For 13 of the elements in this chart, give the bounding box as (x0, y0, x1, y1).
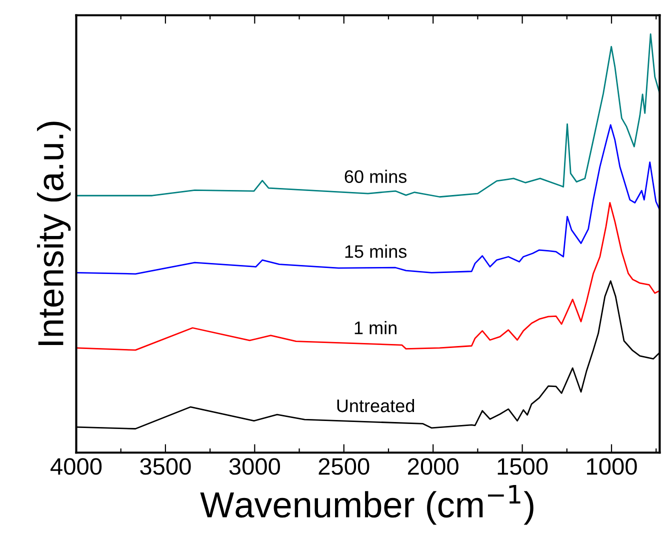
x-tick-label: 1000 (587, 458, 637, 475)
x-tick-label: 4000 (50, 458, 102, 475)
y-axis-title: Intensity (a.u.) (37, 122, 71, 345)
x-tick-label: 3500 (140, 458, 191, 475)
x-tick-label: 2500 (318, 458, 370, 475)
series-label: Untreated (337, 398, 414, 412)
series-label: 15 mins (345, 244, 407, 258)
series-label: 1 min (354, 320, 396, 334)
x-tick-label: 1500 (498, 458, 548, 475)
x-tick-label: 3000 (229, 458, 280, 475)
series-label: 60 mins (344, 170, 407, 183)
x-tick-label: 2000 (408, 458, 458, 475)
x-axis-title: Wavenumber (cm$^{−1}$) (200, 485, 534, 525)
